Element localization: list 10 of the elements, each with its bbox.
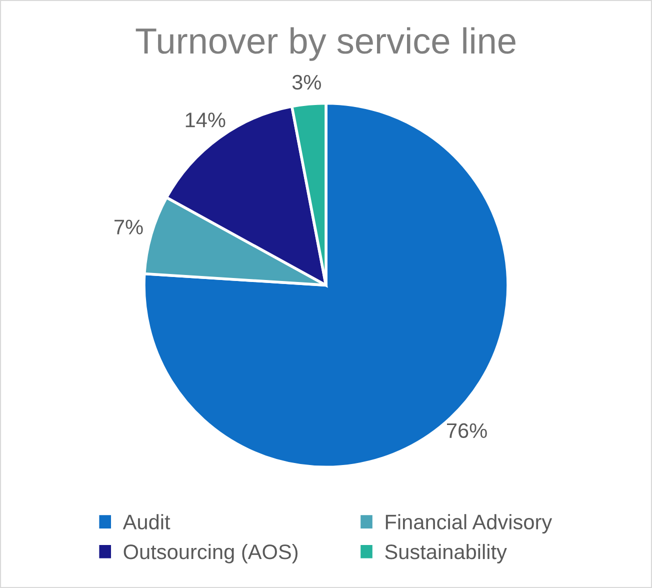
data-label: 7%: [114, 220, 143, 234]
legend-label: Sustainability: [385, 544, 507, 564]
data-label: 3%: [292, 74, 321, 90]
pie-slice: [142, 102, 510, 469]
data-label: 14%: [186, 112, 226, 128]
data-label: 76%: [447, 423, 487, 438]
chart-title: Turnover by service line: [136, 27, 516, 61]
legend-label: Outsourcing (AOS): [124, 544, 298, 564]
legend-label: Audit: [122, 514, 170, 530]
legend-label: Financial Advisory: [386, 514, 552, 534]
